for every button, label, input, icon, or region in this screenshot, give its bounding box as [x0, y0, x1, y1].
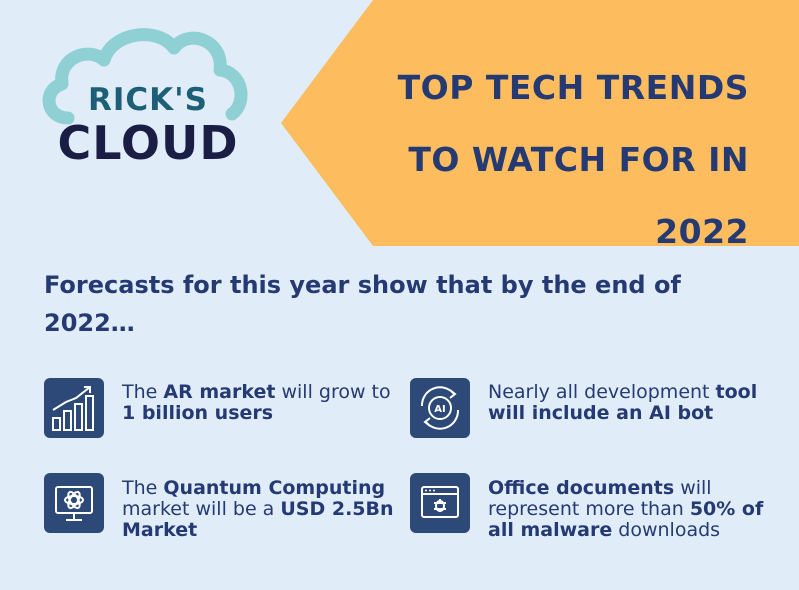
banner-line-1: TOP TECH TRENDS — [397, 68, 749, 107]
bar-chart-icon — [44, 378, 104, 438]
trend-text: The AR market will grow to 1 billion use… — [122, 382, 402, 424]
trend-text-part: market will be a — [122, 498, 281, 520]
ai-icon-label: AI — [434, 404, 445, 415]
trend-text-part: will grow to — [275, 381, 391, 403]
trend-text-bold: Office documents — [488, 477, 675, 499]
ricks-cloud-logo: RICK'S CLOUD — [38, 18, 253, 178]
trend-text: Office documents will represent more tha… — [488, 478, 778, 541]
banner-title: TOP TECH TRENDS TO WATCH FOR IN 2022 — [329, 52, 749, 268]
trend-text-bold: tool will include an AI bot — [488, 381, 758, 424]
trend-text: The Quantum Computing market will be a U… — [122, 478, 402, 541]
logo-text-bottom: CLOUD — [57, 116, 239, 170]
trend-text: Nearly all development tool will include… — [488, 382, 768, 424]
banner-line-3: 2022 — [655, 212, 749, 251]
trend-text-part: The — [122, 381, 164, 403]
quantum-monitor-icon — [44, 473, 104, 533]
banner-line-2: TO WATCH FOR IN — [408, 140, 749, 179]
trend-text-part: downloads — [612, 519, 721, 541]
cloud-icon — [42, 28, 248, 125]
trend-text-bold: 1 billion users — [122, 402, 274, 424]
trend-text-part: The — [122, 477, 164, 499]
logo-text-top: RICK'S — [88, 82, 208, 118]
malware-window-icon — [410, 473, 470, 533]
trend-text-part: Nearly all development — [488, 381, 716, 403]
trend-text-bold: USD 2.5Bn Market — [122, 498, 394, 541]
trend-text-part: will represent more than — [488, 477, 712, 520]
trend-text-bold: 50% of all malware — [488, 498, 764, 541]
title-banner — [281, 0, 799, 246]
ai-cycle-icon: AI — [410, 378, 470, 438]
forecast-headline: Forecasts for this year show that by the… — [44, 271, 681, 337]
trend-text-bold: AR market — [163, 381, 276, 403]
trend-text-bold: Quantum Computing — [163, 477, 386, 499]
